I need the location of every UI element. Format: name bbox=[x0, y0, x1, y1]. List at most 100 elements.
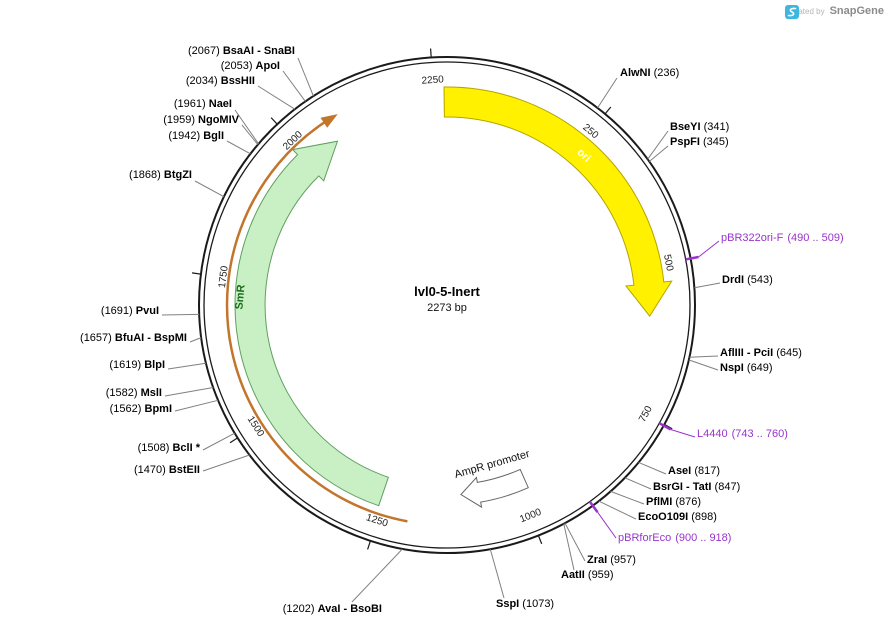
site-name: BpmI bbox=[144, 403, 173, 415]
site-name: NgoMIV bbox=[198, 114, 239, 126]
site-position: (1691) bbox=[100, 305, 133, 317]
site-position: (1868) bbox=[129, 169, 161, 181]
site-name: NaeI bbox=[208, 98, 232, 110]
enzyme-site-label[interactable]: (2053) ApoI bbox=[221, 60, 280, 73]
enzyme-site-label[interactable]: NspI (649) bbox=[720, 362, 773, 375]
primer-label[interactable]: pBR322ori-F (490 .. 509) bbox=[721, 232, 844, 245]
tick-label: 750 bbox=[637, 404, 655, 424]
site-position: (1562) bbox=[109, 403, 142, 415]
site-name: AlwNI bbox=[620, 67, 651, 79]
site-name: SspI bbox=[496, 598, 520, 610]
site-position: (957) bbox=[610, 554, 636, 566]
primer-range: (743 .. 760) bbox=[731, 428, 788, 440]
site-position: (1508) bbox=[137, 442, 170, 454]
enzyme-site-label[interactable]: (1202) AvaI - BsoBI bbox=[283, 603, 382, 616]
site-name: BglI bbox=[203, 130, 224, 142]
tick-label: 1000 bbox=[518, 507, 543, 526]
enzyme-site-label[interactable]: AseI (817) bbox=[668, 465, 720, 478]
enzyme-site-label[interactable]: SspI (1073) bbox=[496, 598, 554, 611]
site-position: (543) bbox=[747, 274, 773, 286]
smr-feature-label: SmR bbox=[233, 284, 247, 310]
site-position: (1657) bbox=[80, 332, 112, 344]
site-position: (236) bbox=[653, 67, 680, 79]
smr-gene-arc[interactable] bbox=[225, 120, 408, 523]
plasmid-size: 2273 bp bbox=[427, 302, 467, 314]
enzyme-site-label[interactable]: AlwNI (236) bbox=[620, 67, 679, 80]
enzyme-site-label[interactable]: PflMI (876) bbox=[646, 496, 701, 509]
site-position: (1942) bbox=[168, 130, 201, 142]
site-position: (2053) bbox=[220, 60, 253, 72]
site-position: (345) bbox=[703, 136, 729, 148]
enzyme-site-label[interactable]: BseYI (341) bbox=[670, 121, 729, 134]
enzyme-site-label[interactable]: (1619) BlpI bbox=[109, 359, 165, 372]
ampr-promoter-arrow[interactable] bbox=[460, 468, 529, 509]
site-position: (1202) bbox=[282, 603, 315, 615]
enzyme-site-label[interactable]: (1691) PvuI bbox=[101, 305, 159, 318]
site-name: ZraI bbox=[587, 554, 608, 566]
primer-name: pBR322ori-F bbox=[721, 232, 784, 244]
site-name: ApoI bbox=[255, 60, 280, 72]
enzyme-site-label[interactable]: DrdI (543) bbox=[722, 274, 773, 287]
tick-label: 2250 bbox=[421, 74, 444, 86]
primer-range: (900 .. 918) bbox=[675, 532, 732, 544]
enzyme-site-label[interactable]: (1868) BtgZI bbox=[129, 169, 192, 182]
site-position: (1619) bbox=[109, 359, 142, 371]
site-position: (341) bbox=[703, 121, 730, 133]
enzyme-site-label[interactable]: (2067) BsaAI - SnaBI bbox=[188, 45, 295, 58]
site-name: BclI * bbox=[172, 442, 200, 454]
enzyme-site-label[interactable]: PspFI (345) bbox=[670, 136, 729, 149]
primer-label[interactable]: pBRforEco (900 .. 918) bbox=[618, 532, 731, 545]
site-position: (1959) bbox=[163, 114, 195, 126]
ori-feature-arrow[interactable] bbox=[443, 86, 673, 317]
site-name: NspI bbox=[720, 362, 744, 374]
site-position: (2067) bbox=[188, 45, 220, 57]
primer-label[interactable]: L4440 (743 .. 760) bbox=[697, 428, 788, 441]
enzyme-site-label[interactable]: (1508) BclI * bbox=[138, 442, 200, 455]
site-name: AflIII - PciI bbox=[720, 347, 774, 359]
enzyme-site-label[interactable]: (1470) BstEII bbox=[134, 464, 200, 477]
enzyme-site-label[interactable]: AatII (959) bbox=[561, 569, 614, 582]
site-position: (1961) bbox=[173, 98, 206, 110]
site-name: AvaI - BsoBI bbox=[317, 603, 382, 615]
enzyme-site-label[interactable]: BsrGI - TatI (847) bbox=[653, 481, 740, 494]
site-name: BsaAI - SnaBI bbox=[222, 45, 295, 57]
enzyme-site-label[interactable]: (1562) BpmI bbox=[110, 403, 172, 416]
site-name: BssHII bbox=[220, 75, 255, 87]
site-position: (959) bbox=[587, 569, 614, 581]
primer-name: pBRforEco bbox=[618, 532, 672, 544]
site-name: AatII bbox=[561, 569, 585, 581]
site-position: (847) bbox=[714, 481, 741, 493]
smr-feature-arrow[interactable] bbox=[234, 140, 390, 507]
l4440-primer-mark bbox=[658, 422, 672, 431]
site-position: (2034) bbox=[185, 75, 218, 87]
pbrforeco-primer-mark bbox=[588, 500, 599, 513]
site-position: (1470) bbox=[133, 464, 166, 476]
enzyme-site-label[interactable]: AflIII - PciI (645) bbox=[720, 347, 802, 360]
primer-range: (490 .. 509) bbox=[787, 232, 844, 244]
site-name: BlpI bbox=[144, 359, 165, 371]
site-position: (1073) bbox=[522, 598, 555, 610]
tick-label: 500 bbox=[661, 254, 675, 273]
enzyme-site-label[interactable]: (1942) BglI bbox=[168, 130, 224, 143]
enzyme-site-label[interactable]: EcoO109I (898) bbox=[638, 511, 717, 524]
enzyme-site-label[interactable]: ZraI (957) bbox=[587, 554, 636, 567]
enzyme-site-label[interactable]: (1961) NaeI bbox=[174, 98, 232, 111]
enzyme-site-label[interactable]: (1582) MslI bbox=[106, 387, 162, 400]
plasmid-name: lvl0-5-Inert bbox=[414, 284, 480, 299]
snapgene-credit: Created by SnapGene bbox=[785, 5, 884, 19]
site-name: BtgZI bbox=[163, 169, 192, 181]
site-position: (645) bbox=[776, 347, 802, 359]
site-position: (876) bbox=[675, 496, 702, 508]
site-position: (817) bbox=[694, 465, 720, 477]
enzyme-site-label[interactable]: (1657) BfuAI - BspMI bbox=[80, 332, 187, 345]
site-position: (898) bbox=[691, 511, 717, 523]
smr-gene-arc-arrowhead bbox=[320, 114, 338, 128]
enzyme-site-label[interactable]: (2034) BssHII bbox=[186, 75, 255, 88]
site-name: BstEII bbox=[168, 464, 200, 476]
backbone-outer-ring bbox=[198, 56, 696, 554]
site-name: PspFI bbox=[670, 136, 700, 148]
enzyme-site-label[interactable]: (1959) NgoMIV bbox=[163, 114, 239, 127]
created-by-text: Created by bbox=[785, 6, 825, 16]
